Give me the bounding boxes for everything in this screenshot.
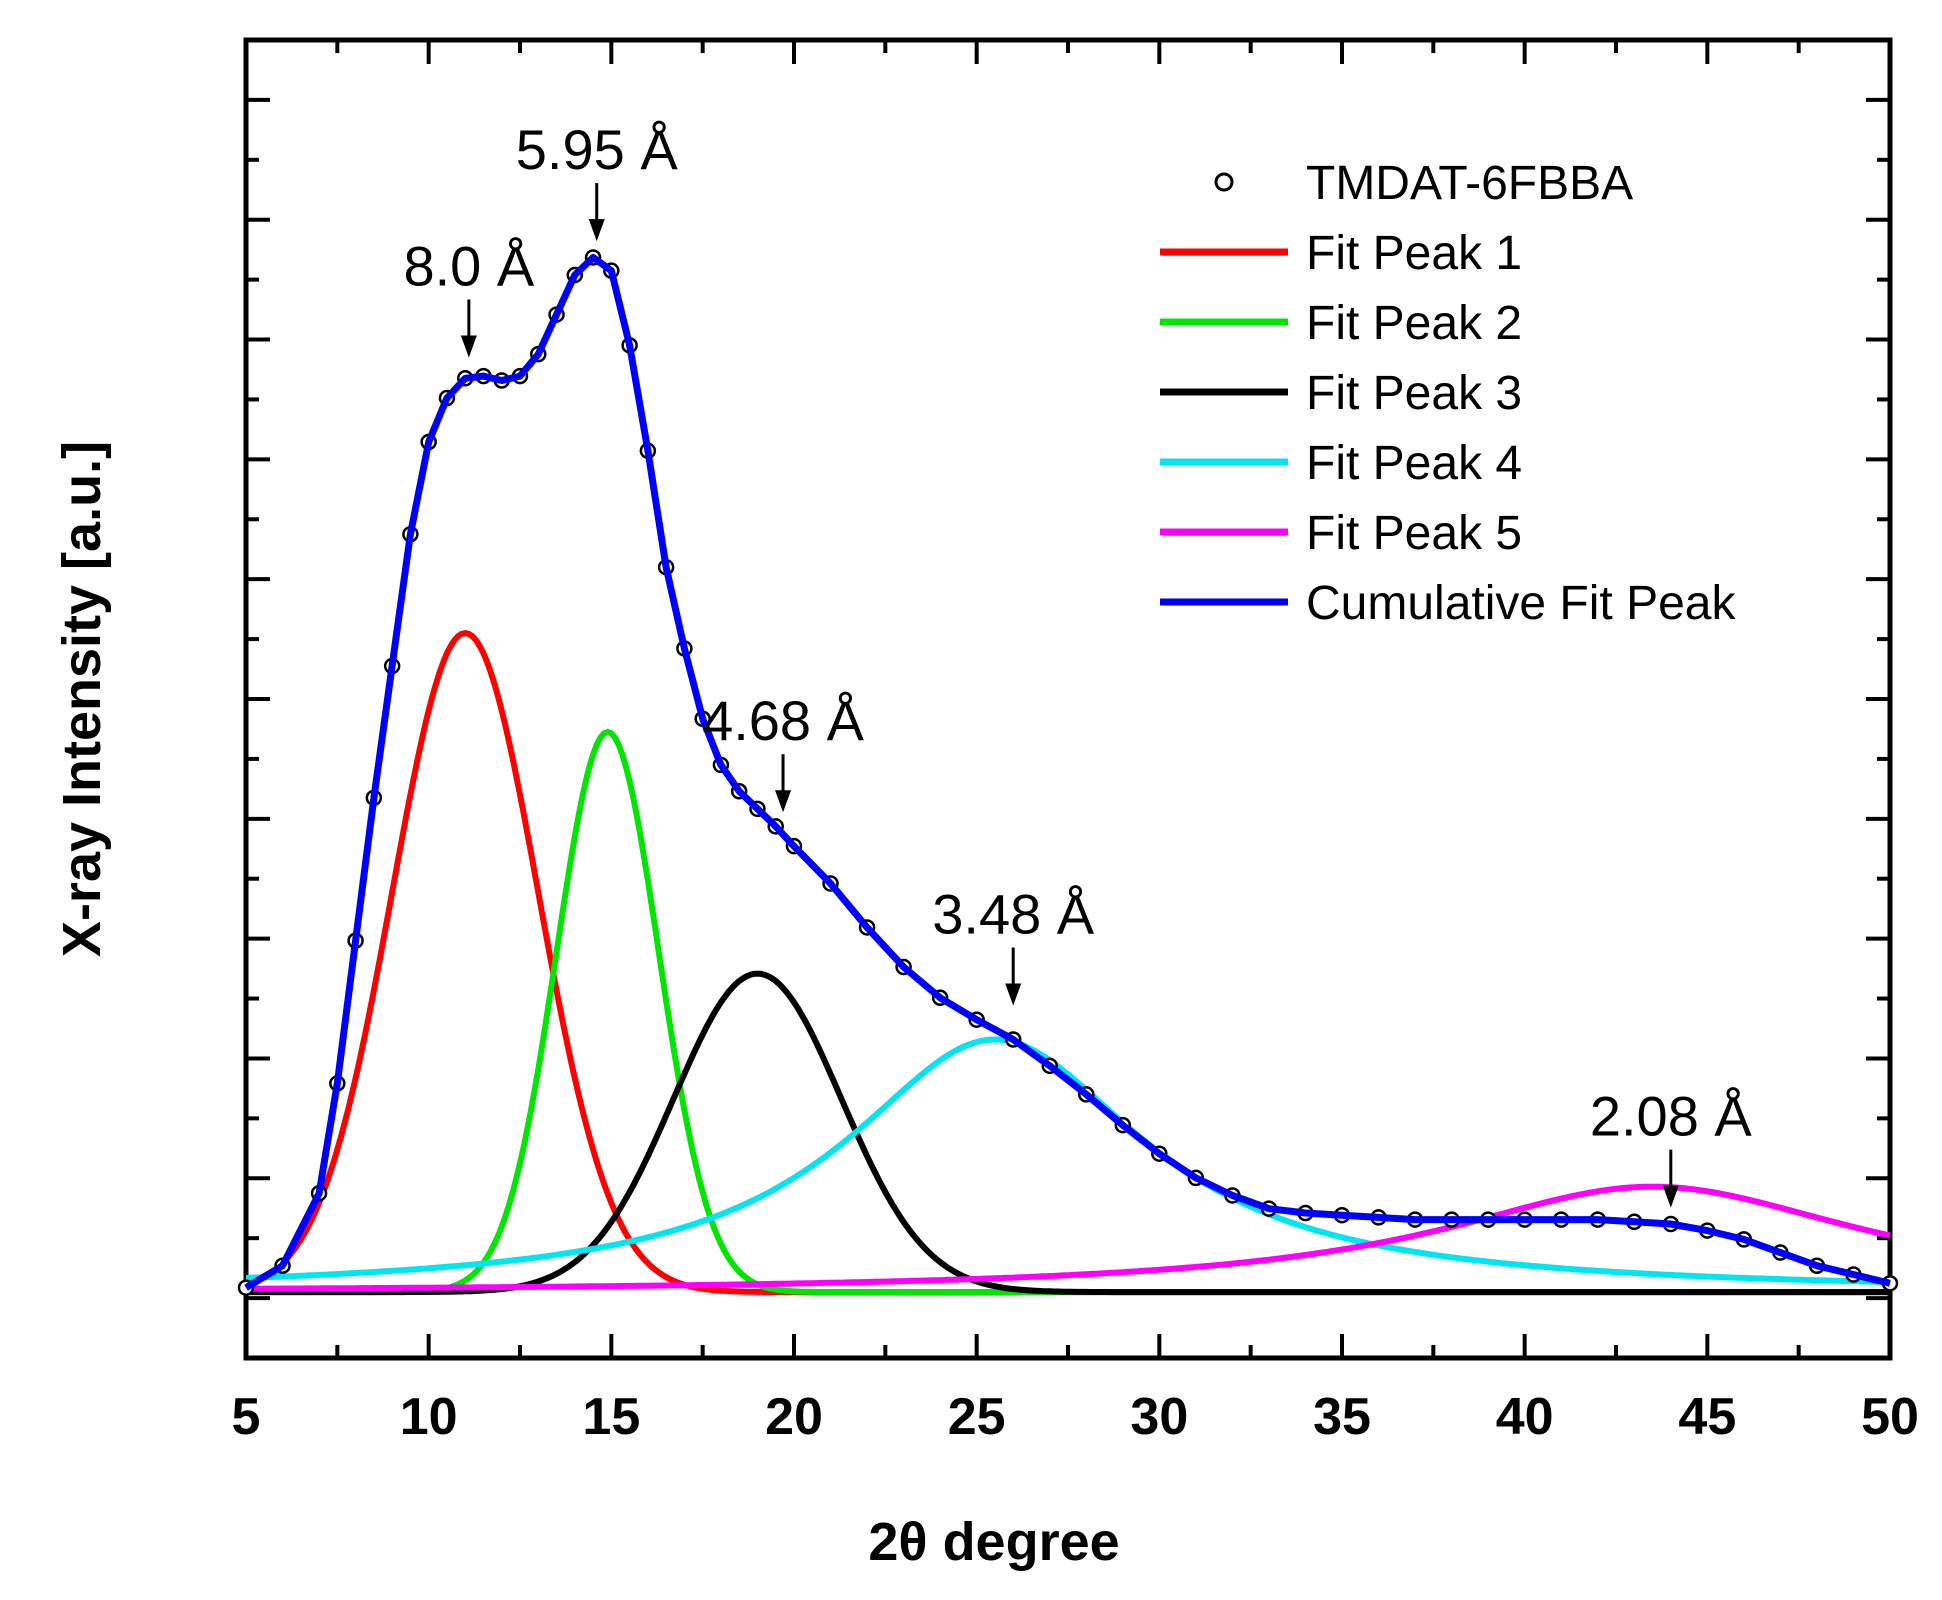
x-tick-label: 45 — [1678, 1388, 1736, 1446]
x-tick-label: 40 — [1496, 1388, 1554, 1446]
x-tick-label: 30 — [1130, 1388, 1188, 1446]
x-tick-label: 10 — [400, 1388, 458, 1446]
x-tick-label: 50 — [1861, 1388, 1919, 1446]
fit-peak-1-line — [245, 630, 1890, 1296]
x-tick-label: 5 — [232, 1388, 261, 1446]
cumulative-layer — [244, 254, 1891, 1291]
x-axis-tick-labels: 5 10 15 20 25 30 35 40 45 50 — [232, 1388, 1919, 1446]
x-tick-label: 25 — [948, 1388, 1006, 1446]
legend: TMDAT-6FBBA Fit Peak 1 Fit Peak 2 Fit Peak … — [1160, 157, 1736, 630]
annotation-arrow-head — [460, 335, 477, 358]
fit-peak-4-line — [245, 1036, 1891, 1285]
annotation-label: 5.95 Å — [516, 118, 679, 181]
annotation-arrow-head — [1005, 983, 1022, 1006]
y-axis-ticks — [246, 97, 1890, 1301]
legend-label: Cumulative Fit Peak — [1306, 577, 1736, 630]
legend-label: Fit Peak 3 — [1306, 367, 1522, 420]
annotation-label: 2.08 Å — [1590, 1085, 1753, 1148]
legend-label: Fit Peak 1 — [1306, 227, 1522, 280]
x-tick-label: 35 — [1313, 1388, 1371, 1446]
legend-label: TMDAT-6FBBA — [1306, 157, 1633, 210]
annotation-arrow-head — [775, 790, 792, 813]
y-axis-title: X-ray Intensity [a.u.] — [52, 441, 112, 957]
annotation-arrow-head — [588, 219, 605, 242]
annotation-arrow-head — [1662, 1185, 1679, 1208]
x-tick-label: 15 — [582, 1388, 640, 1446]
annotation-label: 4.68 Å — [702, 689, 865, 752]
legend-label: Fit Peak 5 — [1306, 507, 1522, 560]
legend-marker — [1214, 172, 1234, 192]
fit-peak-5-line — [246, 1183, 1891, 1292]
cumulative-fit-line — [244, 254, 1891, 1291]
x-tick-label: 20 — [765, 1388, 823, 1446]
annotation-label: 3.48 Å — [932, 883, 1095, 946]
legend-label: Fit Peak 2 — [1306, 297, 1522, 350]
x-axis-ticks — [244, 40, 1892, 1358]
fit-peak-2-line — [246, 728, 1890, 1296]
fit-curves — [245, 630, 1891, 1296]
legend-label: Fit Peak 4 — [1306, 437, 1522, 490]
x-axis-title: 2θ degree — [868, 1512, 1119, 1572]
annotation-label: 8.0 Å — [403, 235, 534, 298]
peak-annotations: 8.0 Å 5.95 Å 4.68 Å 3.48 Å 2.08 Å — [403, 118, 1752, 1208]
